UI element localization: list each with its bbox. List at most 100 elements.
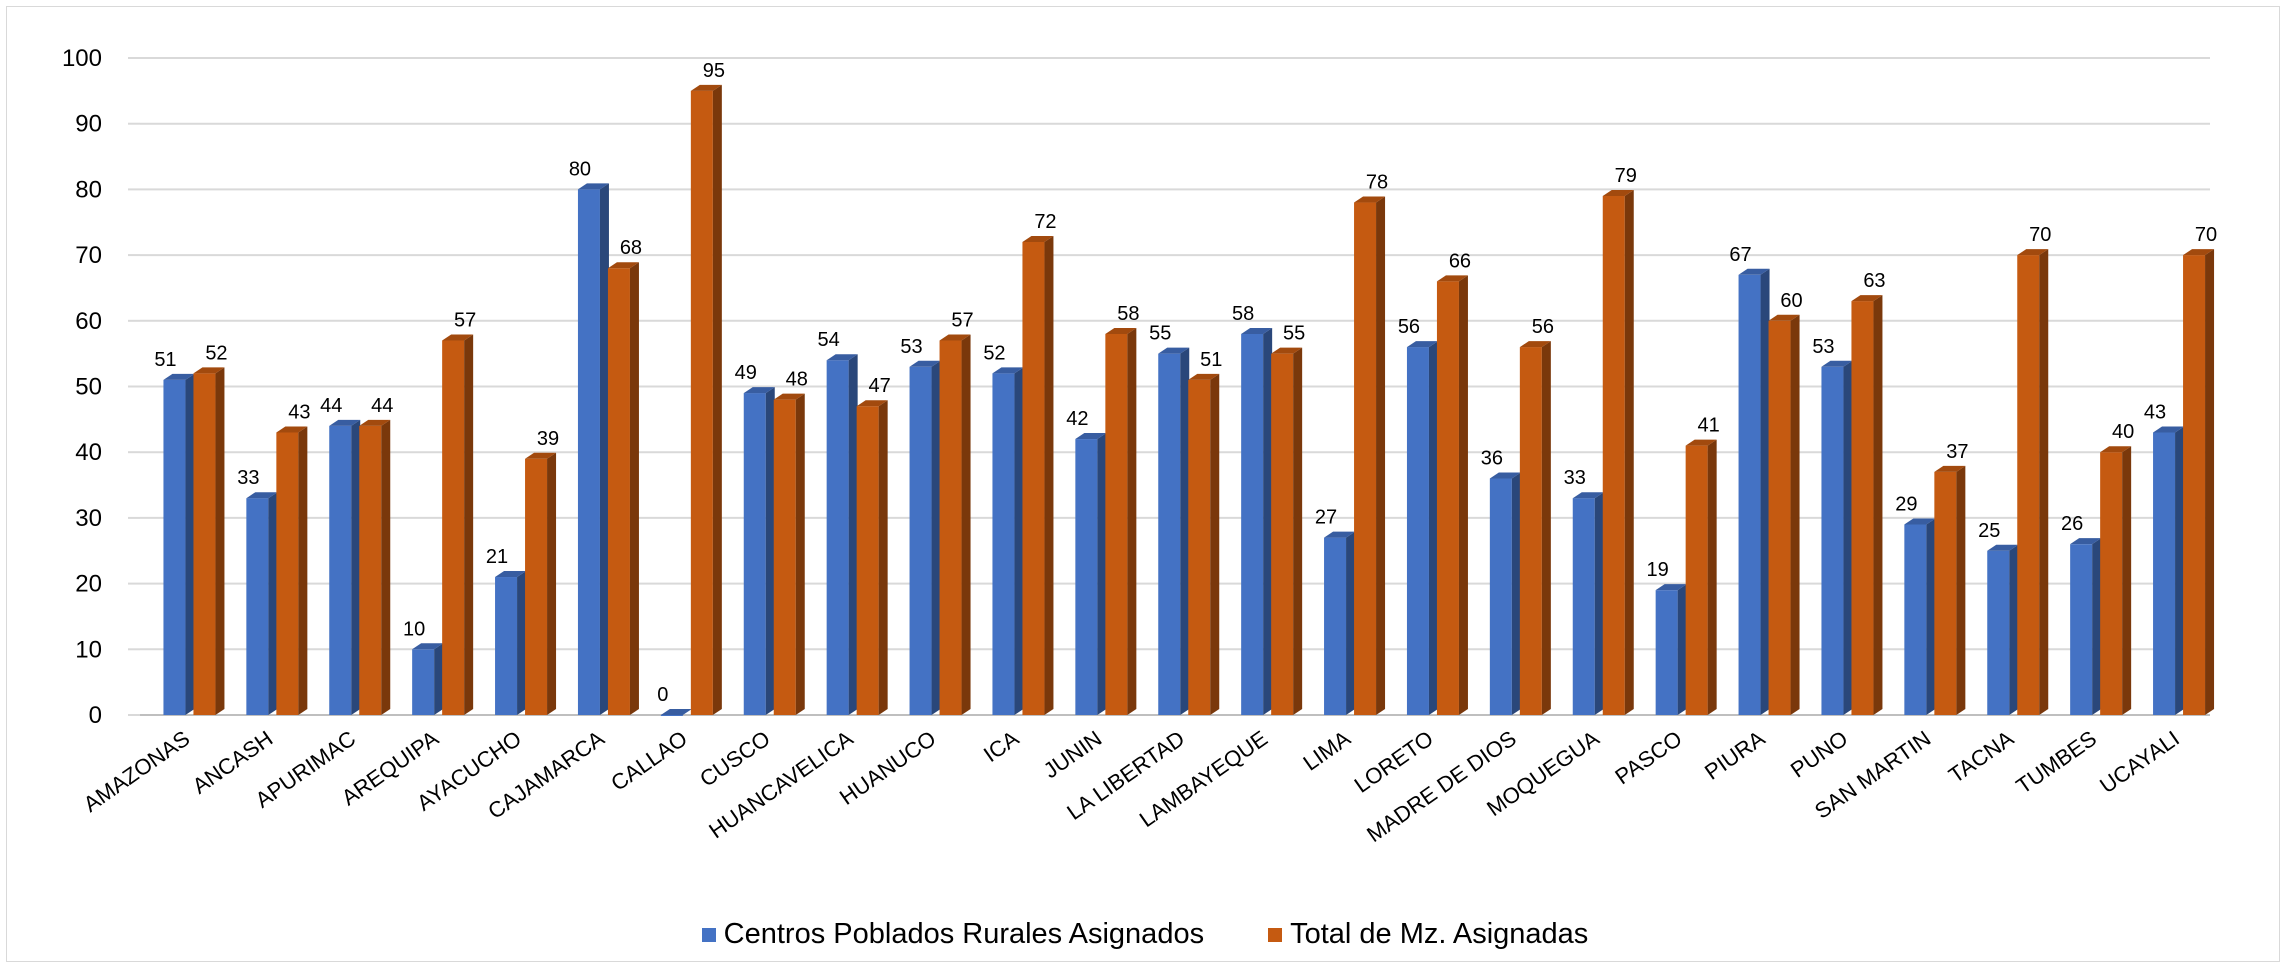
- bar-top: [992, 367, 1024, 374]
- bar-top: [276, 426, 308, 433]
- bar-centros-poblados: [1655, 584, 1687, 715]
- data-label: 10: [403, 618, 425, 640]
- data-label: 26: [2061, 513, 2083, 535]
- bar-centros-poblados: [1821, 360, 1853, 715]
- bar-total-mz: [1934, 465, 1966, 715]
- y-tick-label: 0: [89, 702, 102, 729]
- y-axis-ticks: 0 10 20 30 40 50 60 70 80 90 100: [62, 45, 102, 729]
- x-category-label: HUANCAVELICA: [704, 725, 857, 843]
- bar-top: [1904, 518, 1936, 525]
- bar-front: [1158, 353, 1181, 715]
- bar-centros-poblados: [2070, 538, 2102, 715]
- bar-top: [826, 354, 858, 361]
- bar-top: [1738, 268, 1770, 275]
- x-axis-categories: AMAZONASANCASHAPURIMACAREQUIPAAYACUCHOCA…: [79, 725, 2184, 847]
- data-label: 79: [1615, 165, 1637, 187]
- y-tick-label: 40: [75, 439, 102, 466]
- y-tick-label: 20: [75, 571, 102, 598]
- bar-top: [1406, 341, 1438, 348]
- y-tick-label: 100: [62, 45, 102, 72]
- bar-front: [1821, 366, 1844, 715]
- bar-centros-poblados: [1738, 268, 1770, 715]
- bar-total-mz: [276, 426, 308, 715]
- bar-centros-poblados: [1241, 327, 1273, 715]
- bar-top: [163, 373, 195, 380]
- bar-side: [2092, 538, 2102, 715]
- bar-side: [2175, 426, 2185, 715]
- bar-total-mz: [1602, 189, 1634, 716]
- data-label: 47: [869, 375, 891, 397]
- y-tick-label: 80: [75, 176, 102, 203]
- bar-total-mz: [359, 419, 391, 715]
- bar-total-mz: [2183, 249, 2215, 715]
- data-label: 67: [1729, 244, 1751, 266]
- bar-front: [607, 268, 630, 715]
- bar-front: [1655, 590, 1678, 715]
- bar-front: [1768, 320, 1791, 715]
- bar-side: [1044, 235, 1054, 715]
- bar-top: [1987, 544, 2019, 551]
- data-label: 52: [983, 342, 1005, 364]
- bar-front: [1075, 439, 1098, 715]
- bar-top: [1105, 327, 1137, 334]
- bar-centros-poblados: [1987, 544, 2019, 715]
- bar-front: [1934, 471, 1957, 715]
- bar-side: [1210, 373, 1220, 715]
- bar-side: [381, 419, 391, 715]
- bar-top: [1075, 433, 1107, 440]
- data-label: 43: [2144, 401, 2166, 423]
- bar-top: [442, 334, 474, 341]
- bar-side: [1511, 472, 1521, 715]
- y-tick-label: 10: [75, 636, 102, 663]
- data-label: 39: [537, 428, 559, 450]
- bar-side: [1707, 439, 1717, 715]
- bar-front: [163, 379, 186, 715]
- x-category-label: PUNO: [1786, 726, 1852, 783]
- bar-centros-poblados: [992, 367, 1024, 715]
- data-label: 57: [454, 310, 476, 332]
- bar-top: [2100, 446, 2132, 453]
- bar-centros-poblados: [1406, 341, 1438, 715]
- x-category-label: CALLAO: [606, 726, 691, 796]
- bar-total-mz: [1188, 373, 1220, 715]
- bar-front: [193, 373, 216, 715]
- data-label: 60: [1780, 290, 1802, 312]
- bar-front: [1022, 241, 1045, 715]
- bar-total-mz: [1354, 196, 1386, 716]
- bar-centros-poblados: [1904, 518, 1936, 715]
- bars: [163, 84, 2215, 716]
- bar-front: [1685, 445, 1708, 715]
- bar-front: [276, 432, 299, 715]
- data-label: 36: [1481, 447, 1503, 469]
- bar-total-mz: [939, 334, 971, 715]
- data-label: 43: [288, 401, 310, 423]
- bar-top: [1655, 584, 1687, 591]
- data-label: 53: [1812, 336, 1834, 358]
- bar-side: [1541, 341, 1551, 715]
- bar-top: [1489, 472, 1521, 479]
- bar-side: [1843, 360, 1853, 715]
- data-label: 68: [620, 237, 642, 259]
- bar-top: [1436, 275, 1468, 282]
- data-label: 44: [320, 395, 342, 417]
- bar-side: [185, 373, 195, 715]
- x-category-label: ICA: [979, 725, 1024, 767]
- bar-side: [1624, 189, 1634, 716]
- bar-side: [1346, 531, 1356, 715]
- bar-total-mz: [773, 393, 805, 715]
- bar-top: [1519, 341, 1551, 348]
- bar-front: [412, 649, 435, 715]
- bar-top: [773, 393, 805, 400]
- bar-total-mz: [1105, 327, 1137, 715]
- y-tick-label: 50: [75, 374, 102, 401]
- legend-item-series-1: Centros Poblados Rurales Asignados: [701, 918, 1204, 951]
- bar-side: [1790, 314, 1800, 715]
- data-label: 40: [2112, 421, 2134, 443]
- bar-centros-poblados: [909, 360, 941, 715]
- bar-total-mz: [2100, 446, 2132, 715]
- bar-front: [1602, 195, 1625, 716]
- bar-total-mz: [442, 334, 474, 715]
- y-tick-label: 90: [75, 111, 102, 138]
- bar-front: [743, 393, 766, 715]
- bar-front: [690, 90, 713, 716]
